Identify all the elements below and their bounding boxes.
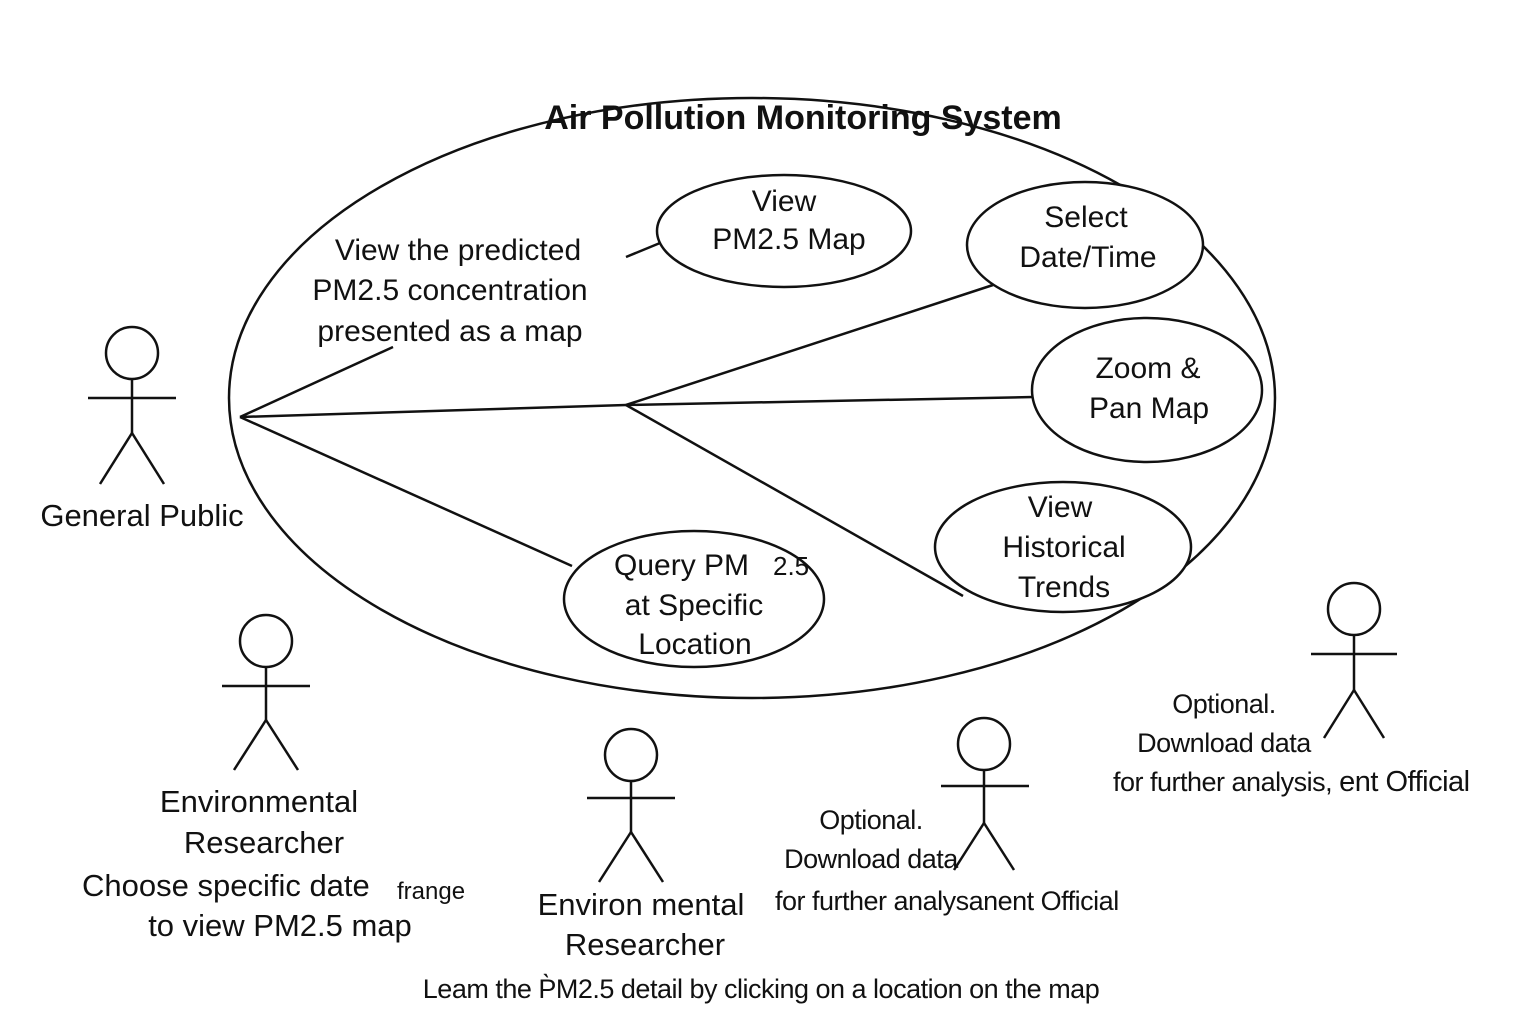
annotation-line-3: presented as a map <box>317 315 582 348</box>
association-public-query <box>239 415 573 568</box>
actor-env-researcher-2-note-prefix: Leam the <box>423 974 539 1004</box>
actor-official-2-line-3-c: ent Official <box>1339 766 1469 798</box>
actor-official-1-line-2: Download data <box>784 844 959 874</box>
use-case-query-line-1-suffix: 2.5 <box>773 551 809 581</box>
actor-official-1[interactable]: Optional. Download data for further anal… <box>775 716 1119 916</box>
actor-env-researcher-1-line-1: Environmental <box>160 784 358 819</box>
actor-env-researcher-1-line-3-suffix: frange <box>397 878 465 905</box>
use-case-historical-line-3: Trends <box>1018 571 1110 604</box>
actor-env-researcher-2-line-2: Researcher <box>565 927 725 962</box>
association-hub-historical <box>625 403 964 598</box>
use-case-historical-trends[interactable]: View Historical Trends <box>933 480 1193 614</box>
use-case-select-date-line-2: Date/Time <box>1019 241 1156 274</box>
use-case-query-line-1: Query PM <box>614 549 749 582</box>
association-annotation-view-map <box>625 241 661 259</box>
actor-env-researcher-2-note: Leam the P̀M2.5 detail by clicking on a … <box>423 973 1099 1004</box>
use-case-select-date[interactable]: Select Date/Time <box>965 180 1205 310</box>
actor-official-2-line-1: Optional. <box>1172 689 1276 719</box>
actor-official-2-line-3: for further analysis, ent Official <box>1113 766 1470 798</box>
use-case-zoom-pan[interactable]: Zoom & Pan Map <box>1030 316 1264 464</box>
system-title: Air Pollution Monitoring System <box>544 99 1062 137</box>
association-public-hub <box>239 403 627 419</box>
actor-official-1-line-1: Optional. <box>819 805 923 835</box>
annotation-note: View the predicted PM2.5 concentration p… <box>312 234 587 348</box>
actor-general-public-label: General Public <box>40 498 243 533</box>
use-case-select-date-line-1: Select <box>1044 201 1128 234</box>
actor-environmental-researcher-2[interactable]: Environ mental Researcher Leam the P̀M2.… <box>423 727 1100 1004</box>
use-case-view-map[interactable]: View PM2.5 Map <box>655 173 913 289</box>
use-case-historical-line-2: Historical <box>1002 531 1125 564</box>
actor-env-researcher-2-line-1: Environ mental <box>538 887 745 922</box>
annotation-line-2: PM2.5 concentration <box>312 274 587 307</box>
system-boundary <box>227 96 1277 700</box>
annotation-line-1: View the predicted <box>335 234 581 267</box>
actor-env-researcher-1-line-2: Researcher <box>184 825 344 860</box>
actor-env-researcher-1-line-4: to view PM2.5 map <box>148 908 412 943</box>
stick-figure-icon <box>587 727 675 883</box>
actor-env-researcher-1-line-3: Choose specific date <box>82 868 370 903</box>
stick-figure-icon <box>941 716 1029 871</box>
use-case-query-line-2: at Specific <box>625 589 763 622</box>
stick-figure-icon <box>1311 581 1397 739</box>
use-case-query-location[interactable]: Query PM 2.5 at Specific Location <box>562 529 826 669</box>
stick-figure-icon <box>88 325 176 485</box>
use-case-zoom-pan-line-2: Pan Map <box>1089 392 1209 425</box>
actor-official-1-line-3: for further analysanent Official <box>775 886 1119 916</box>
use-case-zoom-pan-line-1: Zoom & <box>1095 352 1200 385</box>
actor-environmental-researcher-1[interactable]: Environmental Researcher Choose specific… <box>82 613 465 943</box>
actor-official-2-line-2: Download data <box>1137 728 1312 758</box>
associations <box>239 241 1034 598</box>
use-case-view-map-line-2: PM2.5 Map <box>712 223 865 256</box>
actor-official-2[interactable]: Optional. Download data for further anal… <box>1113 581 1470 798</box>
actor-official-1-line-3-a: for further analys <box>775 886 969 916</box>
actor-official-1-line-3-b: anent Official <box>969 886 1119 916</box>
use-case-query-line-3: Location <box>638 628 751 661</box>
actor-general-public[interactable]: General Public <box>40 325 244 533</box>
association-public-annotation <box>239 345 394 419</box>
actor-env-researcher-2-note-suffix: detail by clicking on a location on the … <box>614 974 1099 1004</box>
actor-official-2-line-3-a: for further analysis <box>1113 767 1325 797</box>
association-hub-select-date <box>625 283 994 407</box>
actor-env-researcher-2-note-emph: P̀M2.5 <box>538 973 614 1004</box>
actor-official-2-line-3-b: , <box>1325 767 1339 797</box>
association-hub-zoom <box>625 395 1034 407</box>
use-case-view-map-line-1: View <box>752 185 817 218</box>
stick-figure-icon <box>222 613 310 771</box>
use-case-historical-line-1: View <box>1028 491 1093 524</box>
